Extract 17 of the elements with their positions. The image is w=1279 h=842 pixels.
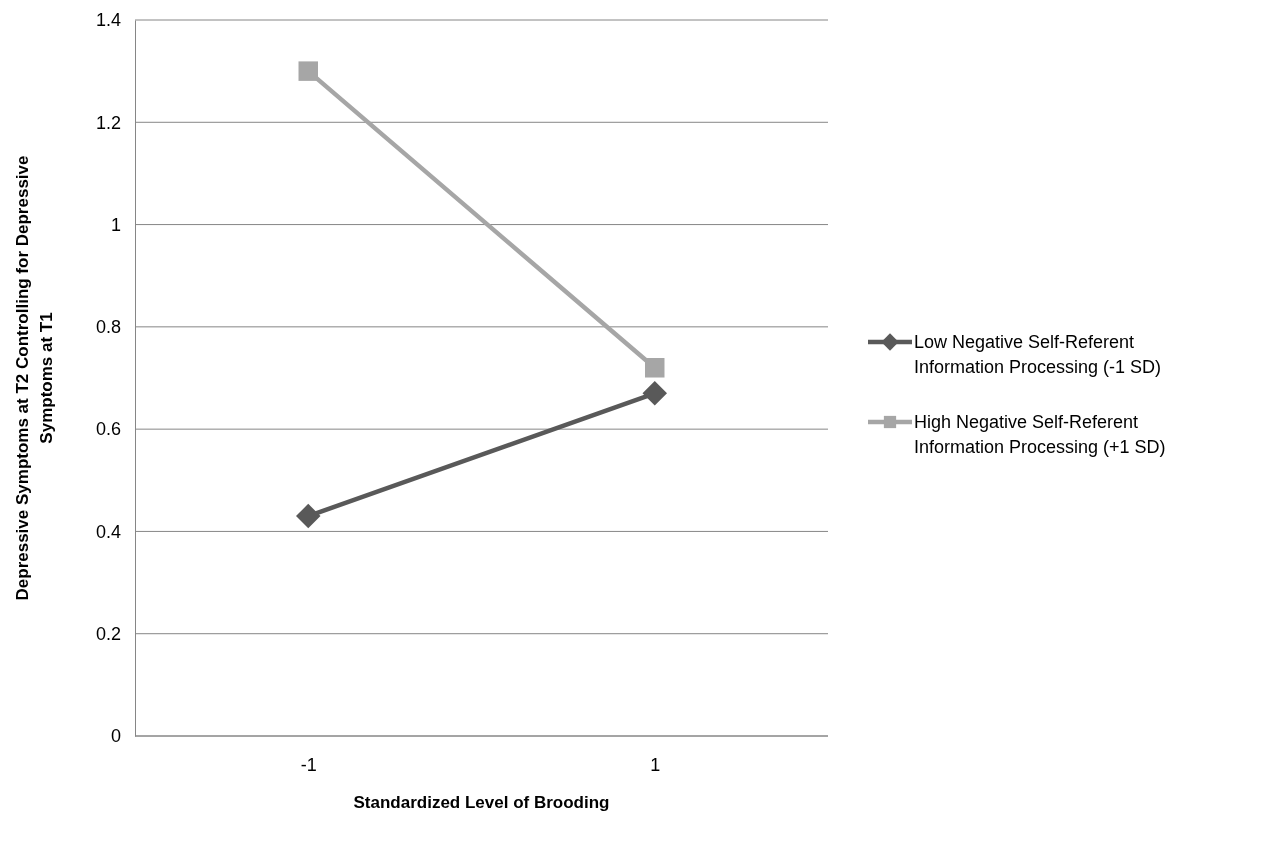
y-tick-label: 0.8: [95, 317, 121, 338]
legend-label: Low Negative Self-Referent Information Processing (-1 SD): [914, 332, 1162, 377]
y-tick-label: 1.2: [95, 112, 121, 133]
y-tick-label: 1: [110, 214, 121, 235]
y-tick-label: 1.4: [95, 10, 121, 31]
x-tick-label: -1: [300, 754, 317, 775]
point: [296, 503, 321, 529]
x-axis-title: Standardized Level of Brooding: [353, 793, 610, 812]
y-tick-label: 0.4: [95, 521, 121, 542]
point: [298, 61, 318, 81]
point: [642, 381, 667, 406]
y-tick-label: 0.6: [95, 419, 121, 440]
y-tick-label: 0: [110, 726, 121, 747]
point: [645, 358, 665, 378]
y-tick-label: 0.2: [95, 623, 121, 644]
legend-label: High Negative Self-Referent Information Processing (+1 SD): [914, 412, 1166, 457]
y-axis-title: Depressive Symptoms at T2 Controlling for Depressive Symptoms at T1: [13, 155, 56, 601]
